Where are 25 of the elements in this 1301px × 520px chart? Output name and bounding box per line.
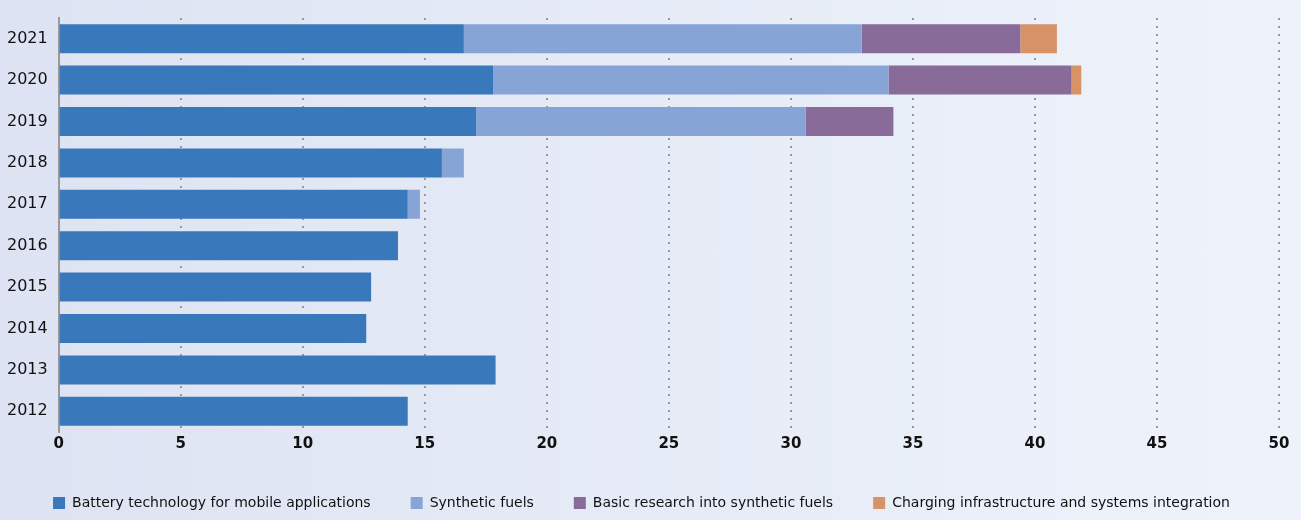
legend-label: Battery technology for mobile applications bbox=[72, 493, 371, 510]
x-tick-label: 10 bbox=[292, 433, 314, 452]
x-tick-label: 30 bbox=[780, 433, 802, 452]
legend-label: Basic research into synthetic fuels bbox=[592, 493, 834, 510]
y-tick-label: 2015 bbox=[7, 276, 48, 296]
x-tick-label: 15 bbox=[414, 433, 436, 452]
legend-label: Synthetic fuels bbox=[429, 493, 534, 510]
x-tick-label: 35 bbox=[902, 433, 924, 452]
y-tick-label: 2016 bbox=[7, 234, 48, 254]
x-tick-label: 50 bbox=[1268, 433, 1290, 452]
y-tick-label: 2019 bbox=[7, 110, 48, 130]
y-tick-label: 2020 bbox=[7, 69, 48, 89]
y-tick-label: 2013 bbox=[7, 359, 48, 379]
y-tick-label: 2021 bbox=[7, 27, 48, 47]
x-tick-label: 25 bbox=[658, 433, 680, 452]
legend-label: Charging infrastructure and systems integration bbox=[892, 493, 1230, 510]
y-tick-label: 2014 bbox=[7, 317, 48, 337]
y-tick-label: 2012 bbox=[7, 400, 48, 420]
x-tick-label: 40 bbox=[1024, 433, 1046, 452]
x-tick-label: 20 bbox=[536, 433, 558, 452]
y-tick-label: 2018 bbox=[7, 152, 48, 172]
x-tick-label: 5 bbox=[175, 433, 186, 452]
y-tick-label: 2017 bbox=[7, 193, 48, 213]
x-tick-label: 45 bbox=[1146, 433, 1168, 452]
x-tick-label: 0 bbox=[53, 433, 64, 452]
